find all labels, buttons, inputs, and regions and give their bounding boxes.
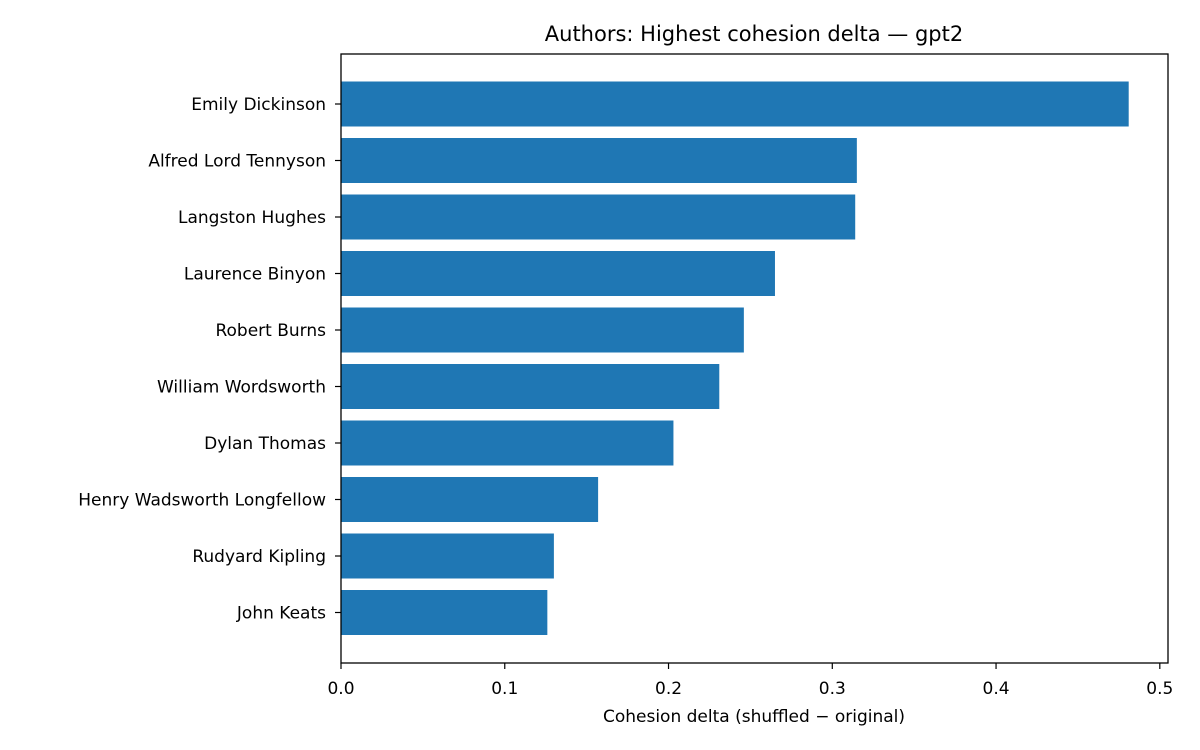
y-tick-label: Rudyard Kipling [192,547,326,567]
bars-group [341,81,1129,635]
x-tick-label: 0.0 [327,679,354,699]
y-tick-label: Alfred Lord Tennyson [148,152,326,172]
x-axis-ticks: 0.0 0.1 0.2 0.3 0.4 0.5 [327,663,1173,699]
y-tick-label: Langston Hughes [178,208,326,228]
bar-alfred-lord-tennyson [341,138,857,183]
bar-john-keats [341,590,548,635]
chart-title: Authors: Highest cohesion delta — gpt2 [545,22,963,46]
y-tick-label: William Wordsworth [157,378,326,398]
plot-frame [340,53,1169,664]
bar-emily-dickinson [341,81,1129,127]
bar-rudyard-kipling [341,533,554,579]
x-axis-label: Cohesion delta (shuffled − original) [603,707,905,727]
y-tick-label: Emily Dickinson [191,95,326,115]
bar-robert-burns [341,307,744,353]
bar-william-wordsworth [341,364,720,409]
x-tick-label: 0.3 [819,679,846,699]
x-tick-label: 0.5 [1146,679,1173,699]
x-tick-label: 0.2 [655,679,682,699]
bar-langston-hughes [341,194,856,240]
bar-dylan-thomas [341,420,674,466]
y-tick-label: Robert Burns [215,321,326,341]
x-tick-label: 0.1 [491,679,518,699]
y-tick-label: Henry Wadsworth Longfellow [78,491,326,511]
y-tick-label: Dylan Thomas [204,434,326,454]
bar-laurence-binyon [341,251,775,296]
x-tick-label: 0.4 [983,679,1010,699]
y-tick-label: Laurence Binyon [184,265,326,285]
y-axis-ticks: Emily Dickinson Alfred Lord Tennyson Langs… [78,95,341,624]
y-tick-label: John Keats [236,604,326,624]
bar-henry-wadsworth-longfellow [341,477,599,522]
